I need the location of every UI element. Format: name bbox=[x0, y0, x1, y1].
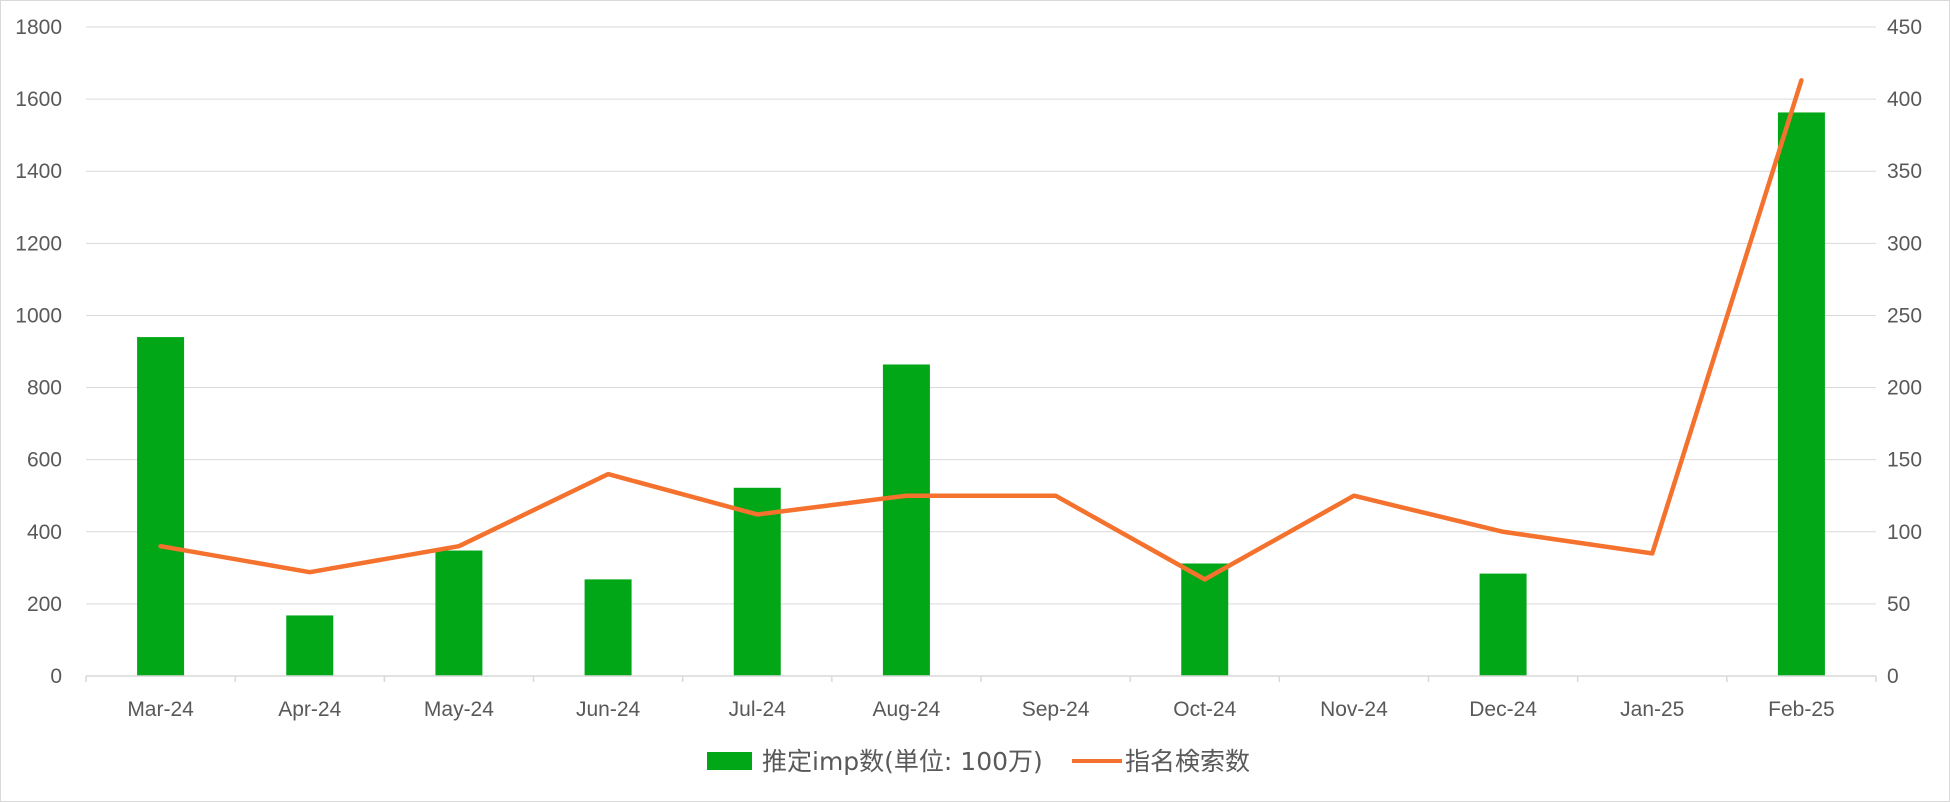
y-left-tick-label: 1600 bbox=[15, 88, 62, 111]
legend-label-bar: 推定imp数(単位: 100万) bbox=[762, 747, 1043, 776]
bar bbox=[137, 337, 185, 676]
y-right-tick-label: 50 bbox=[1887, 593, 1910, 616]
y-left-tick-label: 1000 bbox=[15, 304, 62, 327]
y-right-tick-label: 250 bbox=[1887, 304, 1922, 327]
x-tick-label: Oct-24 bbox=[1173, 698, 1236, 721]
bar bbox=[1479, 573, 1527, 676]
y-left-tick-label: 200 bbox=[27, 593, 62, 616]
x-tick-label: Jan-25 bbox=[1620, 698, 1684, 721]
x-tick-label: Nov-24 bbox=[1320, 698, 1388, 721]
x-tick-label: Feb-25 bbox=[1768, 698, 1835, 721]
y-right-tick-label: 350 bbox=[1887, 160, 1922, 183]
y-right-tick-label: 450 bbox=[1887, 16, 1922, 39]
y-right-tick-label: 100 bbox=[1887, 521, 1922, 544]
x-tick-label: Apr-24 bbox=[278, 698, 341, 721]
y-right-tick-label: 0 bbox=[1887, 665, 1899, 688]
bar bbox=[733, 487, 781, 676]
y-left-tick-label: 0 bbox=[50, 665, 62, 688]
bar bbox=[882, 364, 930, 676]
y-right-tick-label: 150 bbox=[1887, 449, 1922, 472]
legend: 推定imp数(単位: 100万) 指名検索数 bbox=[707, 747, 1250, 776]
x-tick-label: Sep-24 bbox=[1022, 698, 1090, 721]
bar-series bbox=[137, 112, 1825, 677]
x-tick-label: Jun-24 bbox=[576, 698, 641, 721]
line-series bbox=[158, 78, 1804, 582]
y-axis-right: 0 50 100 150 200 250 300 350 400 450 bbox=[1887, 16, 1922, 688]
bar bbox=[1181, 563, 1229, 676]
x-tick-labels: Mar-24 Apr-24 May-24 Jun-24 Jul-24 Aug-24 Sep-… bbox=[127, 698, 1834, 721]
y-right-tick-label: 400 bbox=[1887, 88, 1922, 111]
y-left-tick-label: 400 bbox=[27, 521, 62, 544]
y-left-tick-label: 1800 bbox=[15, 16, 62, 39]
bar bbox=[1777, 112, 1825, 677]
y-left-tick-label: 1200 bbox=[15, 232, 62, 255]
legend-label-line: 指名検索数 bbox=[1125, 747, 1250, 776]
legend-swatch-bar bbox=[707, 752, 752, 770]
x-tick-label: Mar-24 bbox=[127, 698, 194, 721]
gridlines bbox=[86, 26, 1876, 605]
x-tick-label: Aug-24 bbox=[873, 698, 941, 721]
y-axis-left: 0 200 400 600 800 1000 1200 1400 1600 1800 bbox=[15, 16, 62, 688]
x-tick-label: Dec-24 bbox=[1469, 698, 1537, 721]
y-left-tick-label: 1400 bbox=[15, 160, 62, 183]
x-axis bbox=[85, 675, 1877, 682]
line-series-path bbox=[158, 78, 1804, 582]
bar bbox=[435, 550, 483, 676]
y-right-tick-label: 200 bbox=[1887, 377, 1922, 400]
bar bbox=[584, 579, 632, 676]
y-left-tick-label: 800 bbox=[27, 377, 62, 400]
y-left-tick-label: 600 bbox=[27, 449, 62, 472]
y-right-tick-label: 300 bbox=[1887, 232, 1922, 255]
x-tick-label: Jul-24 bbox=[729, 698, 787, 721]
bar bbox=[286, 615, 334, 676]
x-tick-label: May-24 bbox=[424, 698, 494, 721]
